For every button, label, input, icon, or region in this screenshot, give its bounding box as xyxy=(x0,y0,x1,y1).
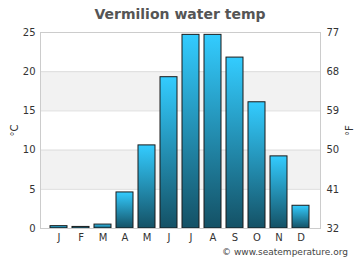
svg-text:A: A xyxy=(210,232,217,243)
svg-text:32: 32 xyxy=(327,223,340,234)
html-text:© www.seatemperature.org: © www.seatemperature.org xyxy=(222,247,348,257)
svg-text:M: M xyxy=(143,232,152,243)
svg-text:41: 41 xyxy=(327,184,340,195)
svg-text:J: J xyxy=(167,232,171,243)
svg-text:77: 77 xyxy=(327,27,340,38)
svg-text:25: 25 xyxy=(23,27,36,38)
svg-text:O: O xyxy=(253,232,261,243)
svg-text:10: 10 xyxy=(23,144,36,155)
svg-text:J: J xyxy=(189,232,193,243)
svg-text:5: 5 xyxy=(29,184,35,195)
svg-text:59: 59 xyxy=(327,105,340,116)
svg-text:68: 68 xyxy=(327,66,340,77)
html-text:Vermilion water temp: Vermilion water temp xyxy=(94,6,266,22)
svg-text:F: F xyxy=(78,232,84,243)
svg-text:J: J xyxy=(57,232,61,243)
svg-text:15: 15 xyxy=(23,105,36,116)
svg-text:0: 0 xyxy=(29,223,35,234)
svg-text:A: A xyxy=(122,232,129,243)
svg-text:N: N xyxy=(275,232,282,243)
svg-text:S: S xyxy=(232,232,238,243)
svg-text:20: 20 xyxy=(23,66,36,77)
svg-text:D: D xyxy=(297,232,305,243)
svg-text:°C: °C xyxy=(9,124,20,136)
svg-text:50: 50 xyxy=(327,144,340,155)
svg-text:M: M xyxy=(99,232,108,243)
svg-text:°F: °F xyxy=(344,125,355,136)
